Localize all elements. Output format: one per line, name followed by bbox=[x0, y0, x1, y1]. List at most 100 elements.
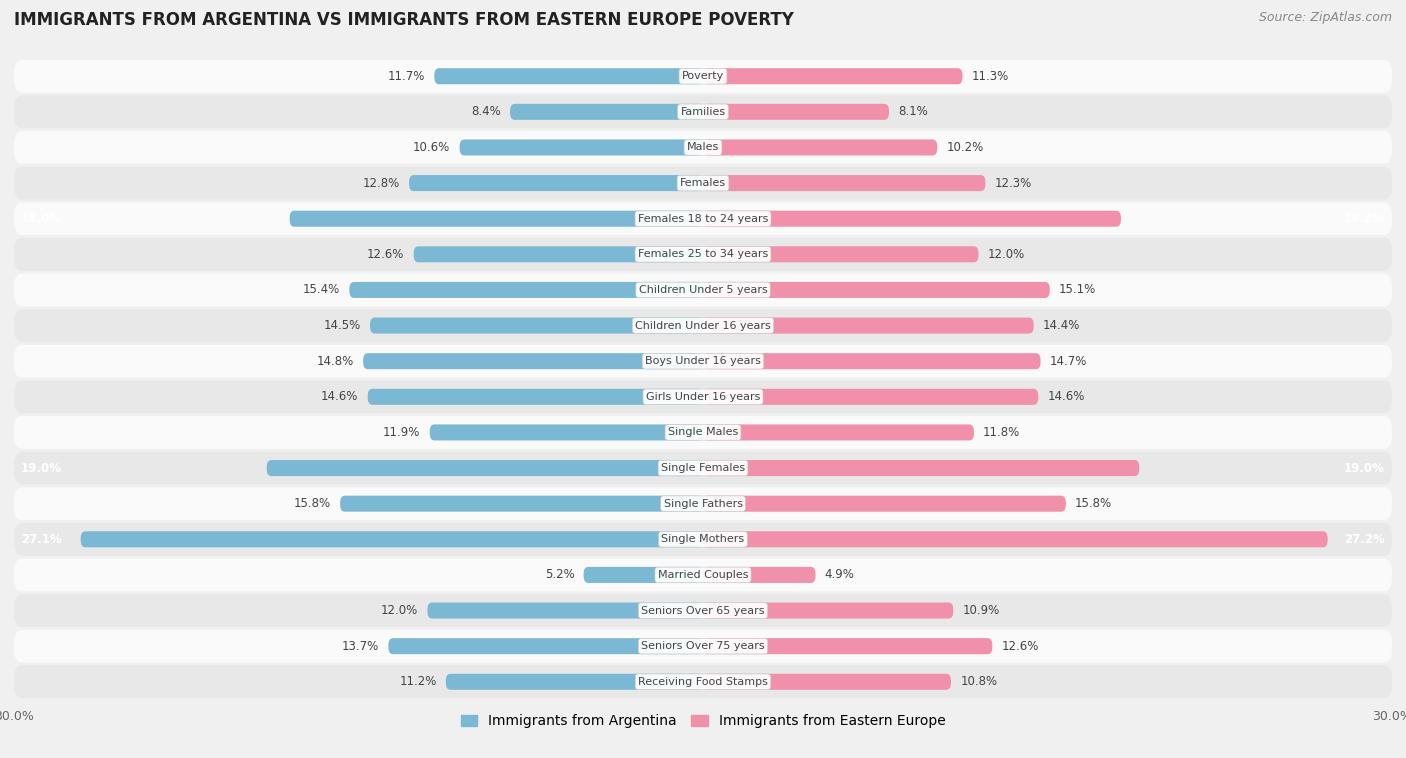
FancyBboxPatch shape bbox=[14, 452, 1392, 484]
FancyBboxPatch shape bbox=[14, 131, 1392, 164]
Text: 12.0%: 12.0% bbox=[381, 604, 418, 617]
Text: 10.2%: 10.2% bbox=[946, 141, 984, 154]
Text: 11.8%: 11.8% bbox=[983, 426, 1021, 439]
FancyBboxPatch shape bbox=[14, 523, 1392, 556]
Text: 10.6%: 10.6% bbox=[413, 141, 450, 154]
FancyBboxPatch shape bbox=[703, 674, 950, 690]
Text: Males: Males bbox=[688, 143, 718, 152]
Text: Females: Females bbox=[681, 178, 725, 188]
FancyBboxPatch shape bbox=[14, 416, 1392, 449]
Text: 8.4%: 8.4% bbox=[471, 105, 501, 118]
Text: 8.1%: 8.1% bbox=[898, 105, 928, 118]
Text: 18.0%: 18.0% bbox=[21, 212, 62, 225]
Text: 15.8%: 15.8% bbox=[294, 497, 330, 510]
FancyBboxPatch shape bbox=[703, 68, 963, 84]
Text: Females 25 to 34 years: Females 25 to 34 years bbox=[638, 249, 768, 259]
Text: Married Couples: Married Couples bbox=[658, 570, 748, 580]
FancyBboxPatch shape bbox=[703, 638, 993, 654]
Text: Boys Under 16 years: Boys Under 16 years bbox=[645, 356, 761, 366]
Text: Single Fathers: Single Fathers bbox=[664, 499, 742, 509]
FancyBboxPatch shape bbox=[703, 531, 1327, 547]
FancyBboxPatch shape bbox=[14, 487, 1392, 520]
Text: 14.8%: 14.8% bbox=[316, 355, 354, 368]
FancyBboxPatch shape bbox=[427, 603, 703, 619]
FancyBboxPatch shape bbox=[14, 559, 1392, 591]
FancyBboxPatch shape bbox=[363, 353, 703, 369]
Text: 12.6%: 12.6% bbox=[1001, 640, 1039, 653]
Text: 11.9%: 11.9% bbox=[384, 426, 420, 439]
FancyBboxPatch shape bbox=[14, 345, 1392, 377]
Text: 11.2%: 11.2% bbox=[399, 675, 437, 688]
Text: Girls Under 16 years: Girls Under 16 years bbox=[645, 392, 761, 402]
FancyBboxPatch shape bbox=[14, 594, 1392, 627]
FancyBboxPatch shape bbox=[703, 496, 1066, 512]
FancyBboxPatch shape bbox=[388, 638, 703, 654]
Text: 14.6%: 14.6% bbox=[321, 390, 359, 403]
Text: 14.5%: 14.5% bbox=[323, 319, 361, 332]
FancyBboxPatch shape bbox=[14, 167, 1392, 199]
FancyBboxPatch shape bbox=[583, 567, 703, 583]
FancyBboxPatch shape bbox=[14, 202, 1392, 235]
Text: Seniors Over 65 years: Seniors Over 65 years bbox=[641, 606, 765, 615]
Text: 14.6%: 14.6% bbox=[1047, 390, 1085, 403]
Text: 14.7%: 14.7% bbox=[1050, 355, 1087, 368]
Text: Receiving Food Stamps: Receiving Food Stamps bbox=[638, 677, 768, 687]
FancyBboxPatch shape bbox=[434, 68, 703, 84]
FancyBboxPatch shape bbox=[703, 603, 953, 619]
Text: Seniors Over 75 years: Seniors Over 75 years bbox=[641, 641, 765, 651]
FancyBboxPatch shape bbox=[409, 175, 703, 191]
Text: Single Females: Single Females bbox=[661, 463, 745, 473]
Text: 12.8%: 12.8% bbox=[363, 177, 399, 190]
FancyBboxPatch shape bbox=[703, 389, 1038, 405]
FancyBboxPatch shape bbox=[413, 246, 703, 262]
Text: Poverty: Poverty bbox=[682, 71, 724, 81]
Text: Children Under 5 years: Children Under 5 years bbox=[638, 285, 768, 295]
FancyBboxPatch shape bbox=[340, 496, 703, 512]
Text: 5.2%: 5.2% bbox=[544, 568, 575, 581]
FancyBboxPatch shape bbox=[14, 274, 1392, 306]
FancyBboxPatch shape bbox=[446, 674, 703, 690]
FancyBboxPatch shape bbox=[703, 175, 986, 191]
FancyBboxPatch shape bbox=[14, 60, 1392, 92]
Text: 11.3%: 11.3% bbox=[972, 70, 1010, 83]
FancyBboxPatch shape bbox=[267, 460, 703, 476]
FancyBboxPatch shape bbox=[14, 96, 1392, 128]
Text: 12.6%: 12.6% bbox=[367, 248, 405, 261]
FancyBboxPatch shape bbox=[14, 238, 1392, 271]
Text: 13.7%: 13.7% bbox=[342, 640, 380, 653]
FancyBboxPatch shape bbox=[460, 139, 703, 155]
FancyBboxPatch shape bbox=[368, 389, 703, 405]
Text: IMMIGRANTS FROM ARGENTINA VS IMMIGRANTS FROM EASTERN EUROPE POVERTY: IMMIGRANTS FROM ARGENTINA VS IMMIGRANTS … bbox=[14, 11, 794, 30]
FancyBboxPatch shape bbox=[14, 309, 1392, 342]
FancyBboxPatch shape bbox=[703, 353, 1040, 369]
FancyBboxPatch shape bbox=[703, 104, 889, 120]
Text: 19.0%: 19.0% bbox=[21, 462, 62, 475]
Text: 15.1%: 15.1% bbox=[1059, 283, 1097, 296]
Text: Single Mothers: Single Mothers bbox=[661, 534, 745, 544]
Text: 10.9%: 10.9% bbox=[963, 604, 1000, 617]
Text: 27.1%: 27.1% bbox=[21, 533, 62, 546]
FancyBboxPatch shape bbox=[703, 139, 938, 155]
Text: Single Males: Single Males bbox=[668, 428, 738, 437]
FancyBboxPatch shape bbox=[703, 211, 1121, 227]
Text: 18.2%: 18.2% bbox=[1344, 212, 1385, 225]
FancyBboxPatch shape bbox=[703, 318, 1033, 334]
Text: 10.8%: 10.8% bbox=[960, 675, 997, 688]
FancyBboxPatch shape bbox=[290, 211, 703, 227]
FancyBboxPatch shape bbox=[80, 531, 703, 547]
Text: 14.4%: 14.4% bbox=[1043, 319, 1080, 332]
FancyBboxPatch shape bbox=[703, 460, 1139, 476]
Text: Females 18 to 24 years: Females 18 to 24 years bbox=[638, 214, 768, 224]
Text: 12.0%: 12.0% bbox=[988, 248, 1025, 261]
FancyBboxPatch shape bbox=[703, 567, 815, 583]
Text: 15.4%: 15.4% bbox=[302, 283, 340, 296]
FancyBboxPatch shape bbox=[370, 318, 703, 334]
Text: Source: ZipAtlas.com: Source: ZipAtlas.com bbox=[1258, 11, 1392, 24]
Text: 27.2%: 27.2% bbox=[1344, 533, 1385, 546]
FancyBboxPatch shape bbox=[510, 104, 703, 120]
FancyBboxPatch shape bbox=[703, 424, 974, 440]
Text: 19.0%: 19.0% bbox=[1344, 462, 1385, 475]
Text: 4.9%: 4.9% bbox=[825, 568, 855, 581]
FancyBboxPatch shape bbox=[430, 424, 703, 440]
Text: Families: Families bbox=[681, 107, 725, 117]
